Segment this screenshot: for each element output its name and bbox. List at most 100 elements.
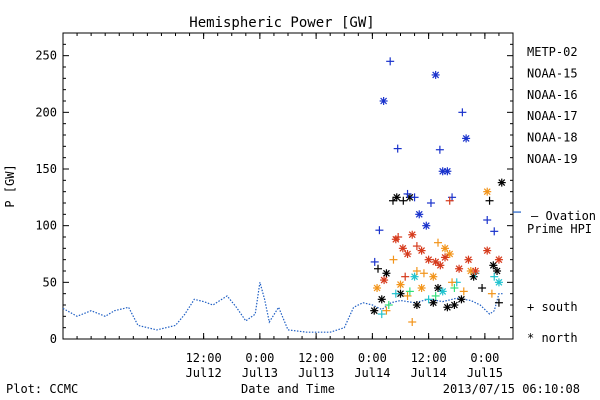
marker-stroke <box>472 267 479 275</box>
marker-stroke <box>418 284 426 292</box>
marker-stroke <box>441 244 449 252</box>
point-noaa-18 <box>448 278 457 287</box>
legend-entry-noaa-19: NOAA-19 <box>527 152 578 166</box>
point-noaa-18 <box>487 289 496 298</box>
marker-stroke <box>397 290 404 298</box>
point-noaa-19 <box>417 246 426 255</box>
point-noaa-15 <box>443 167 452 176</box>
marker-stroke <box>429 273 437 281</box>
marker-stroke <box>434 284 442 292</box>
point-metp-02 <box>493 267 502 275</box>
x-axis-label: Date and Time <box>241 382 335 396</box>
point-noaa-19 <box>412 242 421 251</box>
x-tick-label-date: Jul13 <box>242 366 278 380</box>
point-noaa-16 <box>490 272 499 281</box>
point-noaa-18 <box>382 306 391 315</box>
y-tick-label: 150 <box>35 162 57 176</box>
point-metp-02 <box>399 196 408 205</box>
ovation-legend-line1: – Ovation <box>531 209 596 223</box>
marker-stroke <box>458 295 465 303</box>
legend-entry-noaa-16: NOAA-16 <box>527 88 578 102</box>
satellite-points <box>370 57 506 326</box>
marker-stroke <box>483 247 491 255</box>
y-tick-label: 100 <box>35 219 57 233</box>
x-tick-label-date: Jul14 <box>354 366 390 380</box>
footer-right: 2013/07/15 06:10:08 <box>443 382 580 396</box>
point-noaa-16 <box>377 310 386 319</box>
point-noaa-18 <box>445 250 454 258</box>
point-noaa-18 <box>403 291 412 300</box>
marker-stroke <box>483 188 491 196</box>
point-noaa-18 <box>459 287 468 296</box>
marker-stroke <box>465 256 472 264</box>
point-noaa-17 <box>431 291 440 300</box>
point-noaa-15 <box>483 216 492 224</box>
point-noaa-19 <box>398 244 407 253</box>
y-tick-label: 200 <box>35 105 57 119</box>
marker-stroke <box>406 193 414 201</box>
marker-stroke <box>495 256 503 264</box>
point-noaa-15 <box>435 145 444 154</box>
point-noaa-17 <box>384 301 393 309</box>
point-noaa-17 <box>450 284 459 292</box>
marker-stroke <box>446 250 454 258</box>
marker-stroke <box>432 71 440 79</box>
marker-stroke <box>429 299 437 307</box>
point-noaa-15 <box>386 57 395 66</box>
x-tick-label-date: Jul15 <box>467 366 503 380</box>
point-metp-02 <box>434 284 442 292</box>
marker-stroke <box>489 261 497 269</box>
point-noaa-19 <box>403 250 412 258</box>
point-noaa-15 <box>393 144 402 153</box>
point-metp-02 <box>382 269 391 278</box>
point-noaa-18 <box>429 272 438 281</box>
x-tick-label-date: Jul13 <box>298 366 334 380</box>
marker-stroke <box>498 179 506 187</box>
footer-left: Plot: CCMC <box>6 382 78 396</box>
point-noaa-18 <box>412 267 421 275</box>
marker-stroke <box>408 231 416 239</box>
y-tick-label: 0 <box>50 332 57 346</box>
north-legend: * north <box>527 331 578 345</box>
legend-entry-noaa-15: NOAA-15 <box>527 66 578 80</box>
ovation-series <box>62 282 504 333</box>
legend-entry-noaa-18: NOAA-18 <box>527 131 578 145</box>
marker-stroke <box>439 287 447 295</box>
point-noaa-19 <box>394 233 403 241</box>
point-metp-02 <box>497 178 506 187</box>
point-noaa-15 <box>458 108 467 117</box>
point-metp-02 <box>412 301 421 309</box>
ovation-legend-line2: Prime HPI <box>527 222 592 236</box>
marker-stroke <box>370 307 378 315</box>
marker-stroke <box>373 284 381 292</box>
point-noaa-18 <box>419 269 428 278</box>
ovation-line <box>62 282 504 333</box>
point-noaa-19 <box>494 255 503 264</box>
marker-stroke <box>462 134 470 142</box>
marker-stroke <box>422 222 430 230</box>
point-noaa-18 <box>373 284 382 292</box>
marker-stroke <box>493 267 501 275</box>
south-legend: + south <box>527 300 578 314</box>
x-tick-label-time: 0:00 <box>245 351 274 365</box>
point-noaa-16 <box>424 295 433 304</box>
point-noaa-16 <box>391 289 400 298</box>
point-noaa-19 <box>380 276 389 285</box>
point-noaa-15 <box>462 134 471 143</box>
point-noaa-19 <box>464 255 473 264</box>
marker-stroke <box>413 301 421 309</box>
marker-stroke <box>455 265 463 273</box>
point-noaa-19 <box>455 264 464 273</box>
x-tick-label-time: 12:00 <box>186 351 222 365</box>
point-noaa-15 <box>410 193 419 202</box>
marker-stroke <box>418 247 426 255</box>
point-metp-02 <box>370 306 379 315</box>
point-noaa-19 <box>401 272 410 281</box>
point-noaa-15 <box>379 97 388 105</box>
legend: METP-02 NOAA-15 NOAA-16 NOAA-17 NOAA-18 NOAA-… <box>513 45 578 213</box>
axes: 05010015020025012:00Jul120:00Jul1312:00J… <box>35 33 514 380</box>
point-noaa-16 <box>494 278 503 287</box>
point-noaa-15 <box>431 70 440 79</box>
point-metp-02 <box>443 303 452 312</box>
